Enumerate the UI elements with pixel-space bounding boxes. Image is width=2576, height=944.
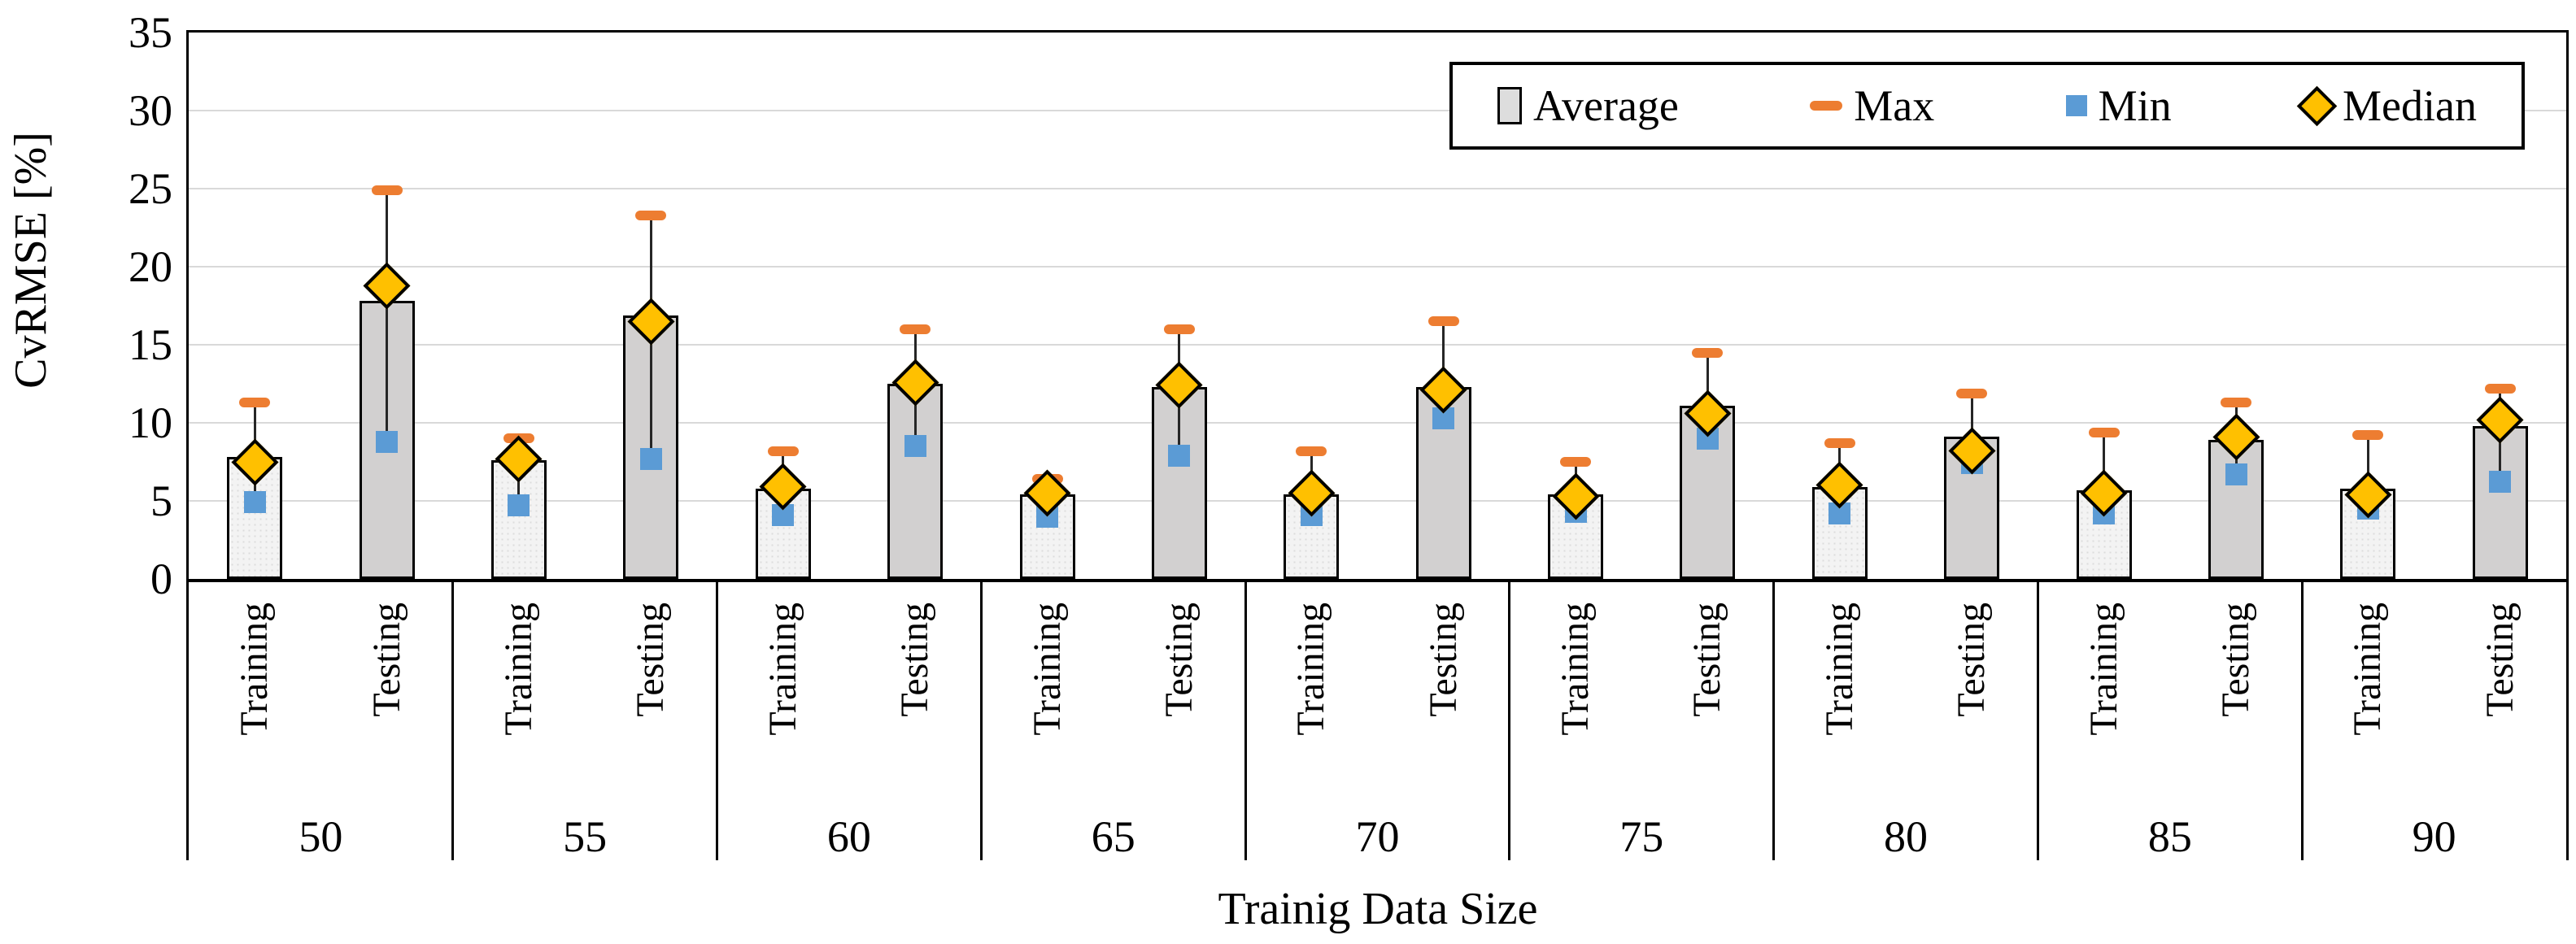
min-square-icon [2065,95,2087,116]
legend-label-median: Median [2343,81,2477,130]
x-sub-label-testing-65: Testing [1157,603,1201,717]
min-square-marker-testing-55 [639,447,662,470]
legend-item-average: Average [1497,84,1679,128]
group-separator [451,579,455,860]
minmax-line-testing-50 [386,189,389,442]
min-square-marker-testing-60 [904,435,926,458]
plot-frame-top [189,30,2566,33]
average-bar-training-55 [490,460,547,579]
x-sub-label-training-85: Training [2081,603,2125,736]
max-dash-marker-testing-75 [1692,347,1724,358]
min-square-marker-testing-85 [2225,463,2247,485]
max-dash-marker-training-50 [239,398,271,408]
plot-frame-left [186,30,189,860]
y-tick-label-10: 10 [129,398,172,447]
max-dash-marker-training-75 [1560,457,1592,467]
x-sub-label-testing-50: Testing [364,603,408,717]
legend-label-average: Average [1533,81,1679,130]
y-tick-label-35: 35 [129,8,172,57]
min-square-marker-testing-50 [376,430,399,453]
gridline-25 [189,188,2566,189]
gridline-10 [189,422,2566,424]
x-sub-label-testing-90: Testing [2478,603,2522,717]
y-tick-label-30: 30 [129,86,172,135]
y-axis-title: CvRMSE [%] [6,132,56,389]
median-diamond-icon [2296,85,2338,126]
max-dash-marker-testing-90 [2484,383,2516,394]
group-separator [1508,579,1511,860]
y-tick-label-0: 0 [150,555,172,603]
average-bar-swatch-icon [1497,87,1522,124]
x-group-label: 75 [1619,812,1664,861]
max-dash-marker-testing-55 [635,210,667,220]
x-group-label: 80 [1884,812,1929,861]
legend-label-max: Max [1854,81,1935,130]
gridline-5 [189,500,2566,502]
gridline-15 [189,344,2566,346]
max-dash-marker-training-90 [2352,430,2384,441]
max-dash-marker-training-60 [767,446,799,456]
x-sub-label-training-65: Training [1025,603,1069,736]
max-dash-marker-training-70 [1296,446,1327,456]
x-group-label: 65 [1091,812,1135,861]
group-separator [716,579,719,860]
max-dash-marker-testing-50 [371,185,403,195]
max-dash-marker-training-85 [2088,427,2120,437]
x-sub-label-training-80: Training [1817,603,1861,736]
y-tick-label-15: 15 [129,320,172,369]
plot-frame-right [2566,30,2569,860]
x-sub-label-testing-85: Testing [2214,603,2258,717]
legend-item-max: Max [1810,84,1934,128]
max-dash-marker-testing-80 [1956,388,1988,398]
min-square-marker-testing-90 [2489,471,2512,494]
legend-label-min: Min [2098,81,2172,130]
average-bar-training-75 [1548,494,1604,579]
x-sub-label-training-70: Training [1289,603,1333,736]
legend: Average Max Min Median [1449,62,2525,150]
x-sub-label-testing-80: Testing [1950,603,1994,717]
max-dash-marker-testing-70 [1427,316,1459,327]
x-sub-label-training-75: Training [1554,603,1597,736]
max-dash-icon [1810,101,1843,111]
y-tick-label-5: 5 [150,476,172,525]
group-separator [1772,579,1776,860]
x-axis-title: Trainig Data Size [1218,884,1538,934]
x-sub-label-testing-75: Testing [1685,603,1729,717]
legend-item-min: Min [2065,81,2172,130]
x-axis-line [189,579,2569,582]
x-group-label: 70 [1355,812,1400,861]
max-dash-marker-training-80 [1824,437,1855,448]
x-sub-label-testing-70: Testing [1421,603,1465,717]
x-sub-label-training-60: Training [761,603,804,736]
gridline-30 [189,110,2566,111]
group-separator [1244,579,1247,860]
y-tick-label-20: 20 [129,242,172,291]
x-group-label: 60 [826,812,871,861]
max-dash-marker-testing-65 [1163,324,1195,334]
x-group-label: 50 [299,812,343,861]
min-square-marker-testing-65 [1168,444,1191,467]
gridline-20 [189,266,2566,268]
legend-item-median: Median [2296,81,2477,130]
max-dash-marker-testing-85 [2221,398,2252,408]
x-sub-label-training-90: Training [2346,603,2390,736]
y-tick-label-25: 25 [129,164,172,213]
min-square-marker-training-50 [243,491,266,514]
max-dash-marker-testing-60 [900,324,931,334]
x-sub-label-training-50: Training [233,603,277,736]
group-separator [979,579,983,860]
min-square-marker-training-55 [508,494,530,517]
x-sub-label-training-55: Training [496,603,540,736]
group-separator [2036,579,2039,860]
group-separator [2300,579,2304,860]
x-sub-label-testing-60: Testing [893,603,937,717]
x-sub-label-testing-55: Testing [629,603,673,717]
x-group-label: 55 [563,812,608,861]
x-group-label: 90 [2412,812,2456,861]
x-group-label: 85 [2147,812,2192,861]
